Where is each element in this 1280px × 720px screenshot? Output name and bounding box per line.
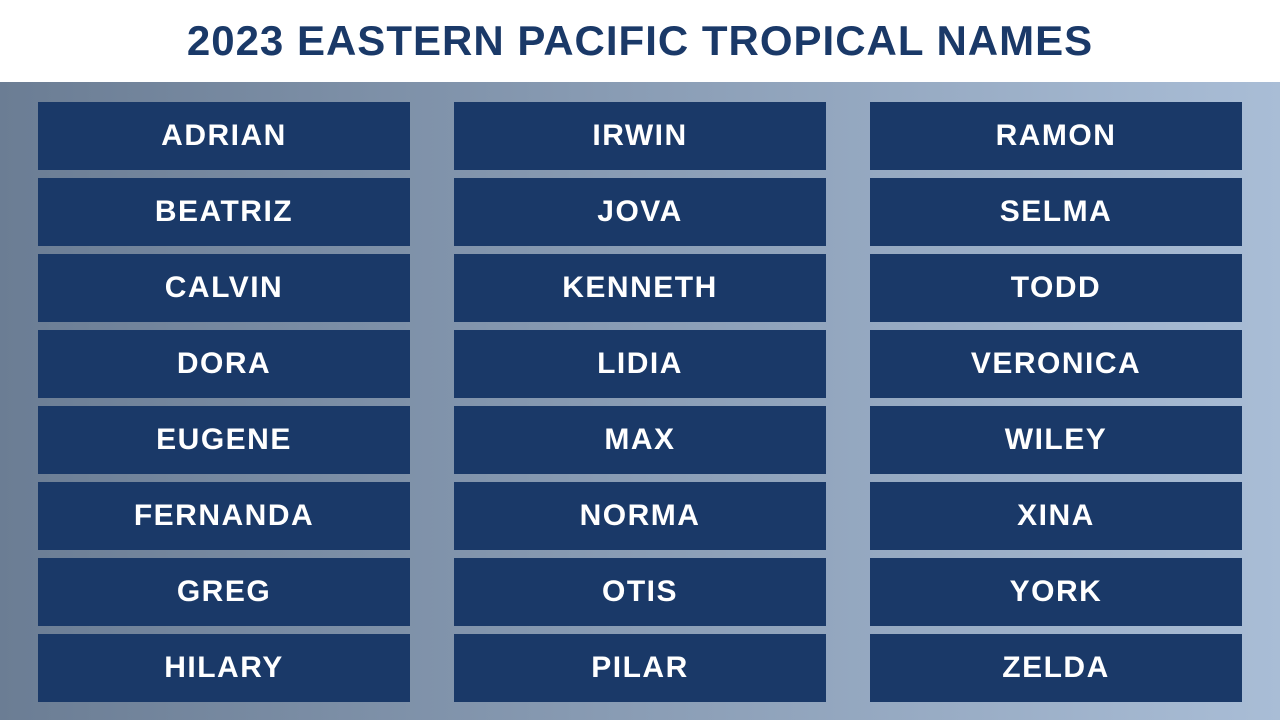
- name-cell: ZELDA: [870, 634, 1242, 702]
- page-title: 2023 EASTERN PACIFIC TROPICAL NAMES: [187, 17, 1093, 65]
- column-3: RAMON SELMA TODD VERONICA WILEY XINA YOR…: [870, 102, 1242, 702]
- body-area: ADRIAN BEATRIZ CALVIN DORA EUGENE FERNAN…: [0, 82, 1280, 720]
- name-cell: XINA: [870, 482, 1242, 550]
- column-1: ADRIAN BEATRIZ CALVIN DORA EUGENE FERNAN…: [38, 102, 410, 702]
- name-cell: EUGENE: [38, 406, 410, 474]
- name-cell: LIDIA: [454, 330, 826, 398]
- name-cell: IRWIN: [454, 102, 826, 170]
- name-cell: MAX: [454, 406, 826, 474]
- names-grid: ADRIAN BEATRIZ CALVIN DORA EUGENE FERNAN…: [38, 102, 1242, 702]
- name-cell: CALVIN: [38, 254, 410, 322]
- header: 2023 EASTERN PACIFIC TROPICAL NAMES: [0, 0, 1280, 82]
- name-cell: JOVA: [454, 178, 826, 246]
- name-cell: VERONICA: [870, 330, 1242, 398]
- name-cell: WILEY: [870, 406, 1242, 474]
- name-cell: OTIS: [454, 558, 826, 626]
- name-cell: BEATRIZ: [38, 178, 410, 246]
- name-cell: KENNETH: [454, 254, 826, 322]
- name-cell: NORMA: [454, 482, 826, 550]
- name-cell: PILAR: [454, 634, 826, 702]
- name-cell: ADRIAN: [38, 102, 410, 170]
- name-cell: SELMA: [870, 178, 1242, 246]
- name-cell: RAMON: [870, 102, 1242, 170]
- name-cell: YORK: [870, 558, 1242, 626]
- name-cell: HILARY: [38, 634, 410, 702]
- column-2: IRWIN JOVA KENNETH LIDIA MAX NORMA OTIS …: [454, 102, 826, 702]
- name-cell: DORA: [38, 330, 410, 398]
- name-cell: TODD: [870, 254, 1242, 322]
- name-cell: GREG: [38, 558, 410, 626]
- name-cell: FERNANDA: [38, 482, 410, 550]
